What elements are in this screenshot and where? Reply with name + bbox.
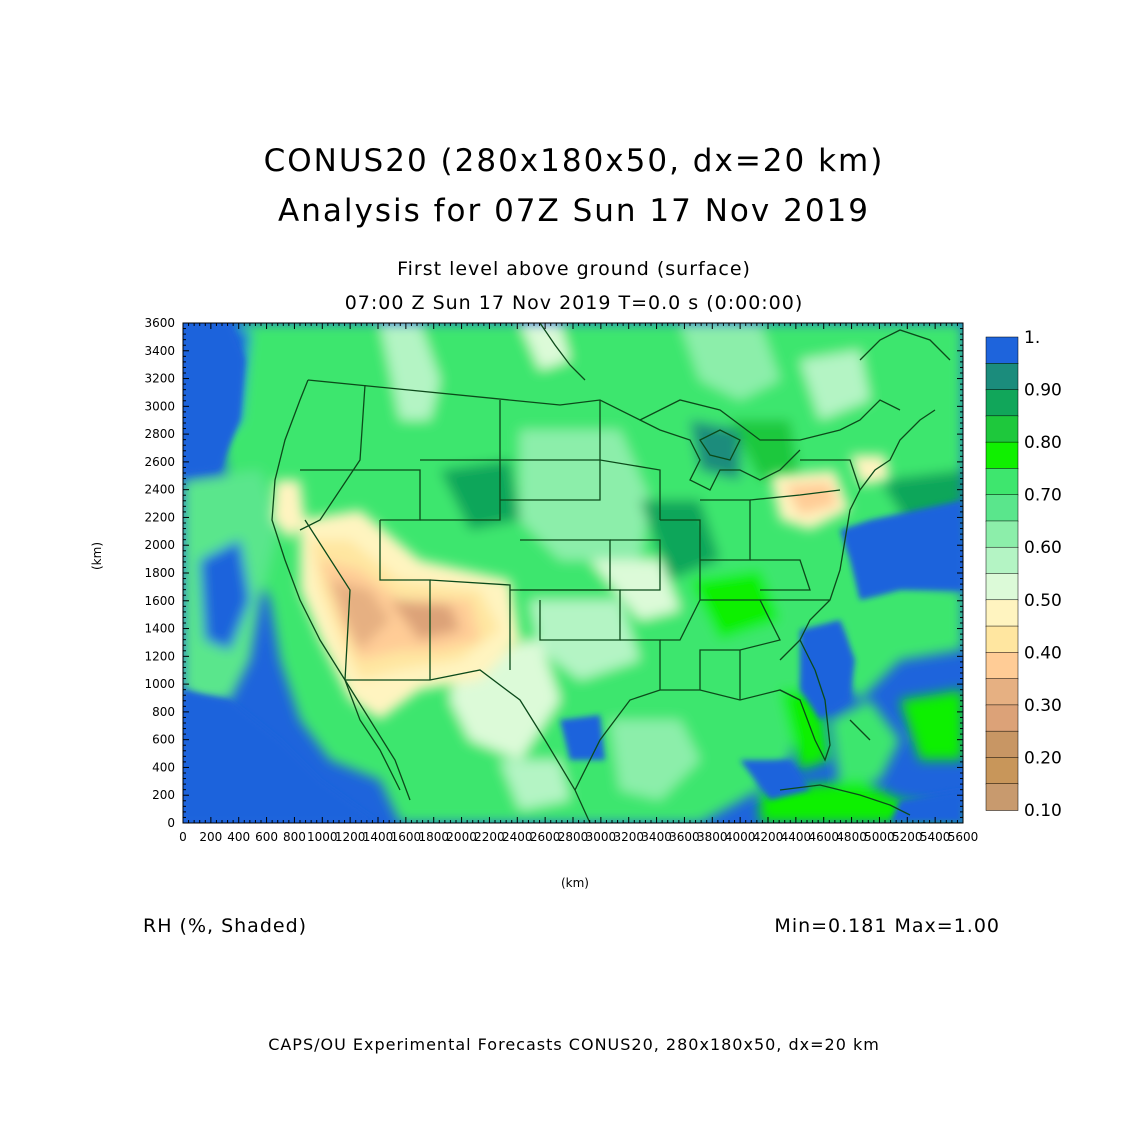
x-tick-label: 5200 [892, 830, 923, 844]
x-tick-label: 3200 [613, 830, 644, 844]
y-tick-label: 2000 [144, 538, 175, 552]
x-tick-label: 5000 [864, 830, 895, 844]
colorbar-swatch [985, 599, 1019, 627]
colorbar-swatch [985, 520, 1019, 548]
y-tick-label: 200 [152, 788, 175, 802]
x-tick-label: 4800 [836, 830, 867, 844]
x-axis-label: (km) [560, 876, 589, 890]
colorbar-swatch [985, 363, 1019, 391]
y-tick-label: 3600 [144, 316, 175, 330]
y-tick-label: 0 [167, 816, 175, 830]
rh-shaded-field [183, 323, 963, 823]
x-tick-label: 4400 [781, 830, 812, 844]
x-tick-label: 200 [199, 830, 222, 844]
colorbar-swatch [985, 441, 1019, 470]
colorbar-swatch [985, 783, 1019, 811]
colorbar-swatch [985, 730, 1019, 759]
x-tick-label: 2600 [530, 830, 561, 844]
x-tick-label: 0 [179, 830, 187, 844]
x-tick-label: 5600 [948, 830, 979, 844]
y-axis-label: (km) [90, 541, 104, 570]
credit-line: CAPS/OU Experimental Forecasts CONUS20, … [268, 1035, 880, 1054]
colorbar: 1. 0.90 0.80 0.70 0.60 0.50 0.40 0.30 0.20 0.10 [985, 328, 1062, 821]
colorbar-swatch [985, 757, 1019, 785]
min-max-readout: Min=0.181 Max=1.00 [774, 915, 1000, 937]
colorbar-swatch [985, 494, 1019, 522]
x-tick-label: 1000 [307, 830, 338, 844]
x-tick-label: 3600 [669, 830, 700, 844]
y-tick-label: 600 [152, 733, 175, 747]
colorbar-swatch [985, 546, 1019, 575]
colorbar-swatch [985, 625, 1019, 654]
x-tick-label: 3800 [697, 830, 728, 844]
x-tick-label: 1400 [363, 830, 394, 844]
x-tick-label: 4000 [725, 830, 756, 844]
colorbar-label: 0.10 [1024, 801, 1062, 821]
y-tick-label: 2400 [144, 483, 175, 497]
y-tick-label: 1000 [144, 677, 175, 691]
x-tick-label: 1600 [391, 830, 422, 844]
y-tick-label: 1800 [144, 566, 175, 580]
x-tick-label: 2800 [558, 830, 589, 844]
y-tick-label: 1400 [144, 622, 175, 636]
y-tick-label: 2600 [144, 455, 175, 469]
y-tick-label: 2800 [144, 427, 175, 441]
y-tick-label: 3000 [144, 399, 175, 413]
x-tick-label: 3400 [641, 830, 672, 844]
axis-ticks: 0 200 400 600 800 100012001400160018002000220… [144, 316, 978, 844]
y-tick-label: 3200 [144, 372, 175, 386]
colorbar-swatch [985, 468, 1019, 496]
y-tick-label: 2200 [144, 510, 175, 524]
x-tick-label: 5400 [920, 830, 951, 844]
x-tick-label: 4200 [753, 830, 784, 844]
x-tick-label: 800 [283, 830, 306, 844]
level-subtitle: First level above ground (surface) [397, 258, 751, 280]
colorbar-label: 0.80 [1024, 433, 1062, 453]
colorbar-label: 0.70 [1024, 486, 1062, 506]
x-tick-label: 400 [227, 830, 250, 844]
valid-time-subtitle: 07:00 Z Sun 17 Nov 2019 T=0.0 s (0:00:00… [344, 292, 804, 314]
colorbar-label: 0.50 [1024, 591, 1062, 611]
x-tick-label: 1800 [418, 830, 449, 844]
colorbar-label: 0.20 [1024, 748, 1062, 768]
colorbar-swatch [985, 389, 1019, 417]
colorbar-swatch [985, 573, 1019, 601]
y-tick-label: 1200 [144, 649, 175, 663]
y-tick-label: 400 [152, 760, 175, 774]
y-tick-label: 1600 [144, 594, 175, 608]
y-tick-label: 3400 [144, 344, 175, 358]
colorbar-swatch [985, 652, 1019, 680]
colorbar-swatch [985, 336, 1019, 365]
y-tick-label: 800 [152, 705, 175, 719]
x-tick-label: 4600 [808, 830, 839, 844]
colorbar-label: 0.30 [1024, 696, 1062, 716]
field-label: RH (%, Shaded) [143, 915, 308, 937]
x-tick-label: 2200 [474, 830, 505, 844]
x-tick-label: 3000 [586, 830, 617, 844]
colorbar-label: 0.90 [1024, 381, 1062, 401]
x-tick-label: 1200 [335, 830, 366, 844]
state-boundaries [271, 323, 951, 823]
x-tick-label: 2000 [446, 830, 477, 844]
colorbar-swatch [985, 704, 1019, 732]
colorbar-label: 0.60 [1024, 538, 1062, 558]
analysis-time-title: Analysis for 07Z Sun 17 Nov 2019 [278, 193, 870, 229]
map-title: CONUS20 (280x180x50, dx=20 km) [263, 143, 885, 179]
colorbar-label: 0.40 [1024, 643, 1062, 663]
x-tick-label: 2400 [502, 830, 533, 844]
colorbar-swatch [985, 678, 1019, 706]
x-tick-label: 600 [255, 830, 278, 844]
colorbar-label: 1. [1024, 328, 1040, 348]
colorbar-swatch [985, 415, 1019, 443]
